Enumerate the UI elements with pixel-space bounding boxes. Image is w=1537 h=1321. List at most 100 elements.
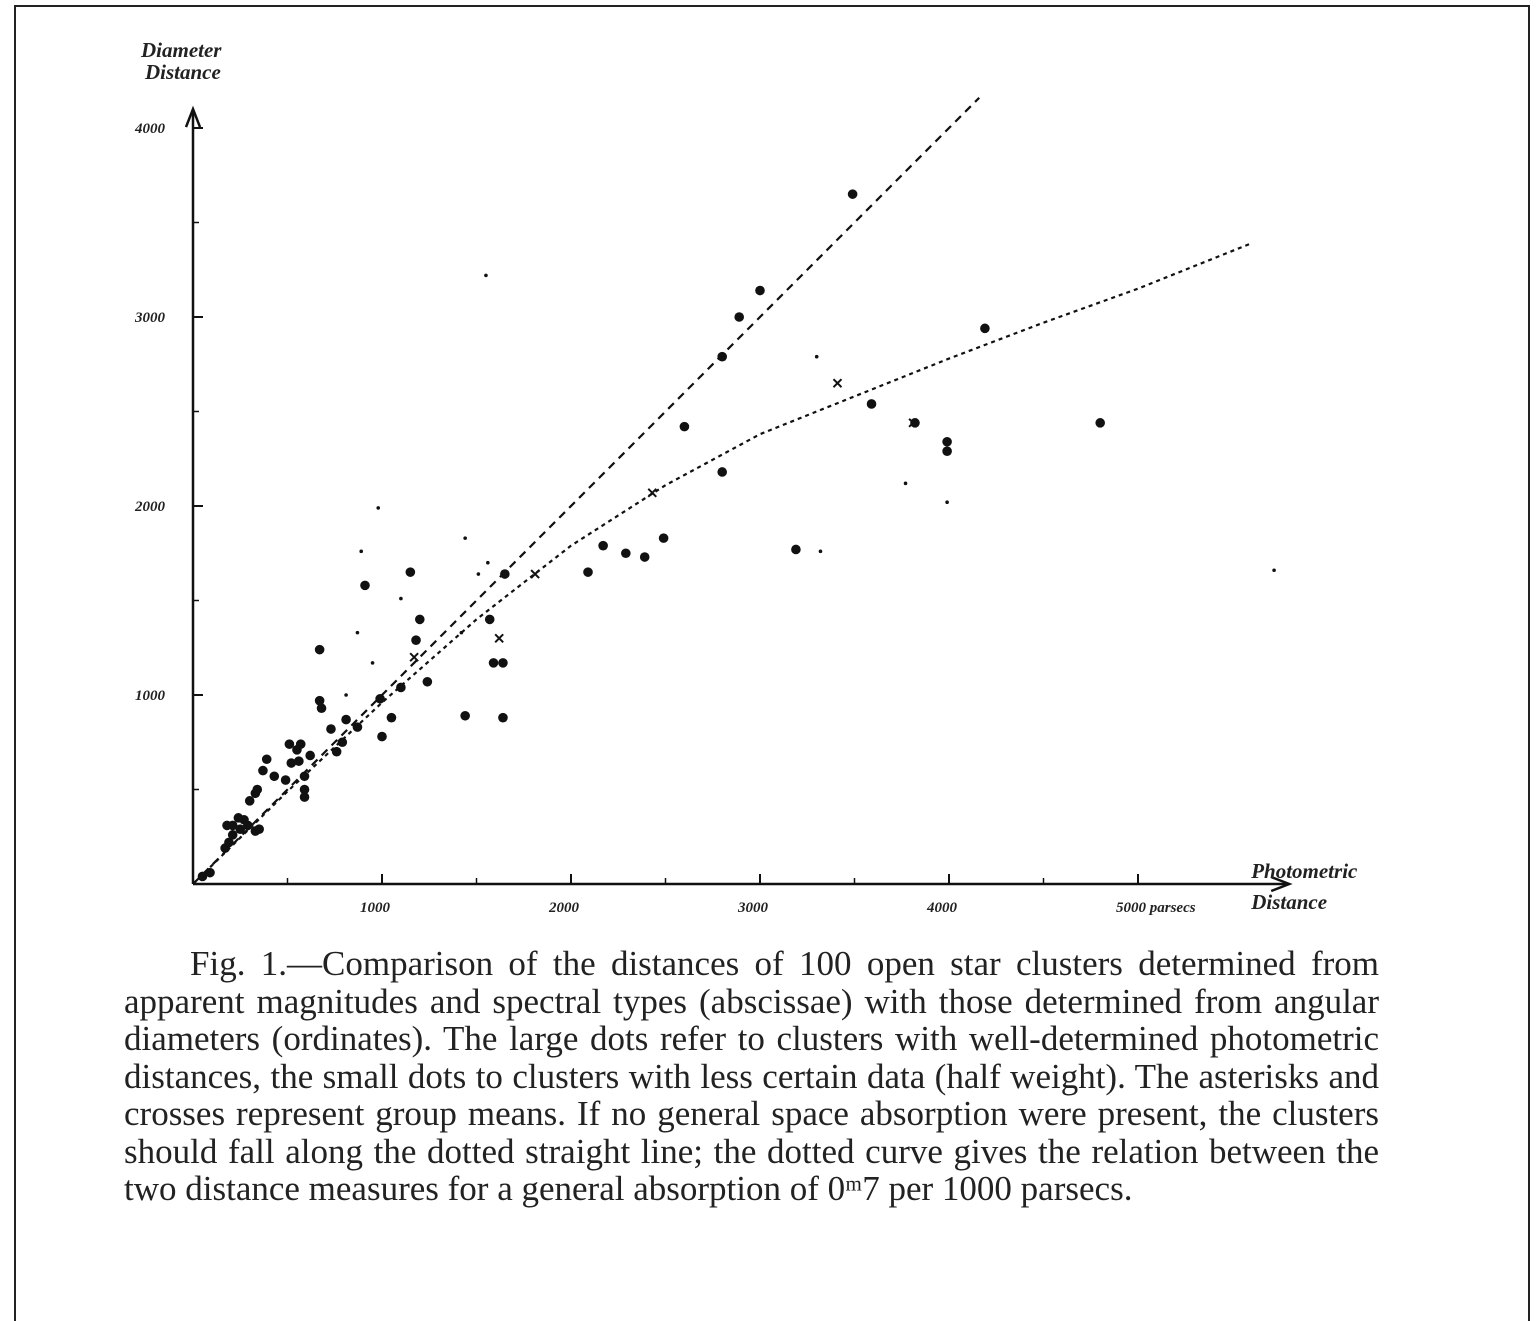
small-dot	[814, 354, 819, 359]
large-dot	[639, 552, 650, 562]
large-dot	[415, 614, 425, 625]
large-dot	[942, 446, 952, 456]
large-dot	[980, 323, 990, 334]
x-tick-label: 3000	[737, 900, 769, 916]
cross-marker	[908, 418, 918, 428]
large-dot	[598, 540, 608, 551]
large-dot	[583, 567, 593, 577]
large-dot	[314, 695, 325, 706]
small-dot	[355, 630, 360, 635]
large-dot	[405, 567, 416, 577]
large-dot	[498, 712, 508, 723]
small-dot	[459, 630, 464, 635]
large-dot	[280, 775, 291, 785]
large-dot	[227, 830, 238, 840]
large-dot	[717, 467, 727, 477]
cross-marker	[647, 488, 657, 498]
large-dot	[791, 544, 801, 555]
x-arrow	[1270, 875, 1293, 893]
large-dot	[295, 739, 306, 749]
small-dot	[376, 506, 381, 510]
large-dot	[227, 820, 238, 831]
y-tick-label: 1000	[135, 688, 166, 704]
large-dot	[679, 421, 690, 432]
small-dot	[945, 500, 949, 505]
small-dot	[818, 549, 823, 554]
large-dot	[484, 614, 495, 625]
large-dot	[299, 771, 310, 782]
large-dot	[337, 737, 348, 748]
large-dot	[261, 754, 272, 765]
frame	[14, 5, 1530, 1321]
y-axis-label: Diameter	[140, 38, 222, 62]
large-dot	[498, 658, 508, 668]
large-dot	[244, 796, 255, 806]
cross-stroke	[409, 652, 419, 662]
large-dot	[658, 533, 669, 543]
cross-stroke	[530, 569, 540, 579]
y-tick-label: 4000	[134, 121, 166, 137]
cross-stroke	[908, 418, 918, 428]
cross-marker	[530, 569, 540, 579]
large-dot	[866, 399, 877, 409]
large-dot	[488, 658, 499, 668]
large-dot	[233, 813, 244, 823]
large-dot	[243, 820, 253, 831]
large-dot	[352, 722, 363, 732]
cross-marker	[832, 378, 843, 388]
large-dot	[1095, 418, 1105, 428]
large-dot	[224, 837, 234, 848]
large-dot	[386, 712, 397, 723]
y-tick-label: 2000	[134, 499, 166, 515]
large-dot	[235, 824, 246, 834]
large-dot	[621, 548, 631, 559]
x-axis-label: Photometric	[1250, 859, 1358, 883]
small-dot	[476, 572, 481, 576]
large-dot	[375, 693, 385, 704]
large-dot	[755, 285, 765, 296]
large-dot	[717, 351, 727, 362]
large-dot	[314, 644, 325, 655]
y-tick-label: 3000	[134, 310, 166, 326]
x-tick-label: 4000	[926, 900, 958, 916]
large-dot	[734, 312, 745, 322]
x-tick-label: 2000	[548, 900, 580, 916]
large-dot	[341, 714, 351, 725]
large-dot	[284, 739, 295, 749]
x-tick-label: 1000	[360, 900, 391, 916]
cross-stroke	[494, 633, 504, 644]
large-dot	[205, 867, 215, 878]
large-dot	[377, 731, 387, 742]
cross-stroke	[647, 488, 657, 498]
reference-line	[192, 242, 1252, 885]
small-dot	[359, 549, 364, 554]
small-dot	[484, 273, 488, 278]
large-dot	[294, 756, 304, 766]
y-arrow	[184, 105, 202, 128]
small-dot	[903, 481, 908, 486]
large-dot	[847, 189, 858, 199]
large-dot	[258, 765, 268, 776]
small-dot	[399, 596, 403, 601]
large-dot	[396, 682, 406, 693]
small-dot	[344, 693, 348, 697]
large-dot	[252, 784, 263, 795]
large-dot	[286, 758, 297, 768]
cross-marker	[409, 652, 419, 662]
large-dot	[500, 569, 510, 579]
x-axis-label: Distance	[1250, 890, 1327, 914]
x-tick-label: 5000 parsecs	[1116, 900, 1196, 916]
cross-stroke	[832, 378, 843, 388]
large-dot	[331, 746, 342, 757]
reference-line	[192, 96, 981, 885]
large-dot	[299, 784, 310, 795]
large-dot	[942, 436, 952, 447]
large-dot	[411, 635, 421, 645]
caption: Fig. 1.—Comparison of the distances of 1…	[124, 944, 1379, 1208]
large-dot	[305, 750, 315, 761]
small-dot	[486, 560, 490, 565]
large-dot	[269, 771, 280, 782]
large-dot	[422, 676, 433, 687]
